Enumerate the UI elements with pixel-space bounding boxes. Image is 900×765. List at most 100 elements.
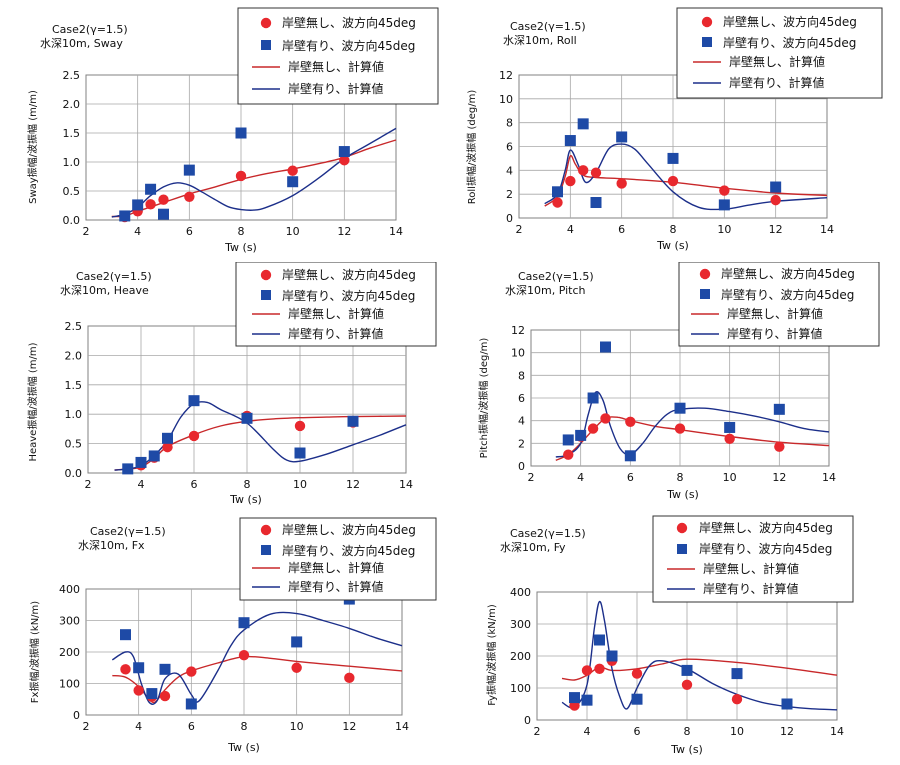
legend: 岸壁無し、波方向45deg 岸壁有り、波方向45deg 岸壁無し、計算値 岸壁有… — [676, 7, 883, 99]
legend: 岸壁無し、波方向45deg 岸壁有り、波方向45deg 岸壁無し、計算値 岸壁有… — [235, 262, 437, 347]
legend-marker-blue-square — [261, 545, 271, 555]
y-tick-label: 8 — [506, 117, 513, 130]
chart-subtitle: 水深10m, Roll — [503, 34, 577, 47]
x-tick-label: 2 — [83, 225, 90, 238]
legend-entry-4: 岸壁有り、計算値 — [727, 326, 823, 341]
measured-markers — [562, 341, 785, 462]
measured-point-with-quay — [148, 450, 160, 462]
measured-point-no-quay — [291, 662, 302, 673]
measured-point-with-quay — [674, 402, 686, 414]
x-tick-label: 6 — [627, 471, 634, 484]
y-tick-labels: 0.0 0.5 1.0 1.5 2.0 2.5 — [65, 320, 83, 480]
y-tick-labels: 0.0 0.5 1.0 1.5 2.0 2.5 — [63, 69, 81, 227]
x-axis-label: Tw (s) — [666, 488, 699, 501]
y-tick-label: 1.5 — [63, 127, 81, 140]
x-tick-label: 2 — [528, 471, 535, 484]
x-tick-label: 6 — [186, 225, 193, 238]
y-tick-label: 2.5 — [65, 320, 83, 333]
measured-point-no-quay — [681, 679, 693, 690]
measured-markers — [119, 127, 350, 223]
x-tick-labels: 2 4 6 8 10 12 14 — [83, 720, 410, 733]
measured-point-no-quay — [159, 690, 171, 702]
measured-point-no-quay — [184, 191, 195, 202]
y-tick-label: 100 — [510, 682, 531, 695]
legend-entry-3: 岸壁無し、計算値 — [288, 59, 384, 74]
x-tick-label: 8 — [670, 223, 677, 236]
legend-marker-blue-square — [700, 289, 710, 299]
y-tick-labels: 0 2 4 6 8 10 12 — [511, 324, 525, 473]
y-tick-labels: 0 100 200 300 400 — [510, 586, 531, 727]
panel-heave: Case2(γ=1.5) 水深10m, Heave 0.0 0.5 1.0 1.5 2.… — [8, 262, 440, 510]
calc-line-with-quay — [544, 143, 828, 211]
y-tick-label: 0 — [524, 714, 531, 727]
measured-point-with-quay — [590, 197, 602, 209]
case-label: Case2(γ=1.5) — [510, 20, 586, 33]
chart-subtitle: 水深10m, Fy — [500, 541, 566, 554]
x-tick-label: 2 — [534, 725, 541, 738]
measured-point-with-quay — [122, 463, 134, 475]
x-tick-label: 14 — [830, 725, 844, 738]
measured-point-with-quay — [606, 650, 618, 662]
measured-point-no-quay — [625, 416, 636, 427]
y-axis-label: Roll振幅/波振幅 (deg/m) — [465, 90, 478, 205]
legend-entry-1: 岸壁無し、波方向45deg — [282, 267, 416, 282]
measured-point-no-quay — [552, 197, 563, 208]
measured-point-with-quay — [145, 183, 157, 195]
measured-point-no-quay — [188, 430, 200, 442]
legend: 岸壁無し、波方向45deg 岸壁有り、波方向45deg 岸壁無し、計算値 岸壁有… — [652, 515, 854, 603]
case-label: Case2(γ=1.5) — [518, 270, 594, 283]
legend-entry-2: 岸壁有り、波方向45deg — [282, 288, 415, 303]
legend-entry-1: 岸壁無し、波方向45deg — [282, 522, 416, 537]
x-tick-labels: 2 4 6 8 10 12 14 — [528, 471, 837, 484]
y-tick-label: 12 — [499, 69, 513, 82]
measured-point-with-quay — [781, 698, 793, 710]
calc-line-with-quay — [111, 127, 397, 218]
measured-point-with-quay — [120, 629, 131, 641]
legend-entry-2: 岸壁有り、波方向45deg — [721, 287, 854, 302]
measured-point-no-quay — [594, 663, 605, 674]
chart-sway: Case2(γ=1.5) 水深10m, Sway 0.0 0.5 1.0 1.5 2.0… — [26, 7, 439, 254]
measured-point-with-quay — [770, 181, 782, 193]
y-tick-label: 2.0 — [65, 349, 83, 362]
x-tick-label: 12 — [772, 471, 786, 484]
measured-point-no-quay — [581, 665, 593, 676]
legend-entry-2: 岸壁有り、波方向45deg — [723, 35, 856, 50]
x-tick-labels: 2 4 6 8 10 12 14 — [85, 478, 414, 491]
y-tick-label: 200 — [510, 650, 531, 663]
measured-point-no-quay — [590, 167, 602, 178]
y-tick-label: 0.0 — [65, 467, 83, 480]
x-tick-label: 4 — [138, 478, 145, 491]
measured-point-no-quay — [600, 413, 611, 424]
legend-entry-2: 岸壁有り、波方向45deg — [282, 38, 415, 53]
legend-marker-red-circle — [260, 269, 272, 281]
legend-entry-1: 岸壁無し、波方向45deg — [282, 15, 416, 30]
measured-point-with-quay — [718, 199, 730, 211]
x-tick-labels: 2 4 6 8 10 12 14 — [534, 725, 845, 738]
x-tick-labels: 2 4 6 8 10 12 14 — [516, 223, 835, 236]
measured-point-with-quay — [241, 412, 253, 424]
chart-subtitle: 水深10m, Pitch — [505, 284, 586, 297]
measured-point-with-quay — [681, 664, 693, 676]
legend-entry-1: 岸壁無し、波方向45deg — [699, 520, 833, 535]
measured-point-with-quay — [146, 688, 158, 700]
case-label: Case2(γ=1.5) — [52, 23, 128, 36]
measured-point-no-quay — [158, 194, 169, 205]
legend-box — [237, 7, 439, 105]
measured-point-with-quay — [631, 693, 643, 705]
chart-fx: Case2(γ=1.5) 水深10m, Fx 0 100 200 300 400 2 4 6… — [28, 517, 437, 754]
x-tick-label: 4 — [584, 725, 591, 738]
measured-markers — [569, 634, 793, 711]
measured-point-no-quay — [287, 165, 298, 176]
measured-point-no-quay — [565, 175, 576, 187]
x-tick-label: 14 — [822, 471, 836, 484]
measured-point-with-quay — [294, 447, 306, 459]
chart-subtitle: 水深10m, Heave — [60, 284, 149, 297]
legend-marker-red-circle — [701, 16, 713, 28]
x-tick-label: 10 — [730, 725, 744, 738]
legend-entry-4: 岸壁有り、計算値 — [288, 579, 384, 594]
measured-point-with-quay — [188, 395, 200, 407]
x-tick-label: 4 — [577, 471, 584, 484]
measured-point-no-quay — [344, 672, 355, 684]
y-tick-label: 6 — [506, 141, 513, 154]
